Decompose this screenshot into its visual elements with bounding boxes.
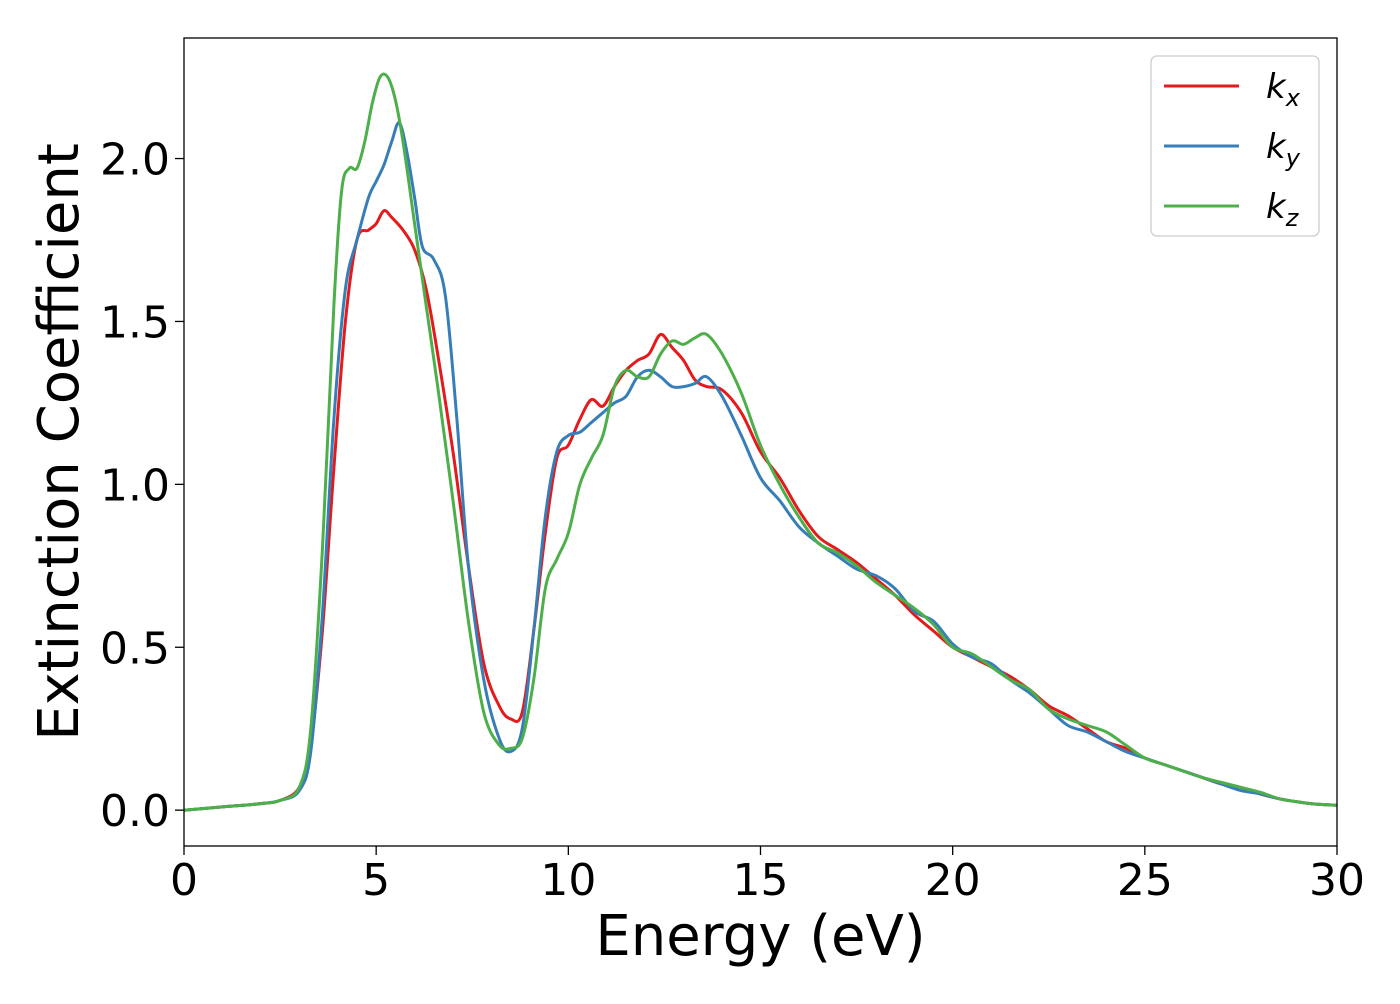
x-tick-label: 0	[170, 855, 198, 906]
x-axis: 0 5 10 15 20 25 30	[170, 846, 1365, 906]
x-tick-label: 25	[1117, 855, 1173, 906]
series-line-z	[184, 72, 1337, 812]
x-tick-label: 20	[925, 855, 981, 906]
x-axis-label: Energy (eV)	[595, 904, 925, 969]
legend-item-y: ky	[1164, 127, 1301, 172]
y-axis-label: Extinction Coefficient	[27, 143, 92, 741]
y-tick-label: 2.0	[100, 135, 170, 186]
x-tick-label: 30	[1309, 855, 1365, 906]
legend: kx ky kz	[1150, 55, 1320, 237]
y-tick-label: 0.5	[100, 623, 170, 674]
legend-item-z: kz	[1164, 187, 1300, 232]
curves-layer	[184, 72, 1337, 812]
series-line-x	[184, 209, 1337, 812]
legend-label: ky	[1266, 127, 1301, 172]
x-tick-label: 15	[733, 855, 789, 906]
x-tick-label: 10	[540, 855, 596, 906]
y-axis: 0.0 0.5 1.0 1.5 2.0	[100, 135, 184, 837]
legend-label: kz	[1266, 187, 1300, 232]
series-line-y	[184, 121, 1337, 812]
y-tick-label: 1.5	[100, 297, 170, 348]
y-tick-label: 0.0	[100, 786, 170, 837]
legend-item-x: kx	[1164, 67, 1301, 112]
legend-label: kx	[1266, 67, 1301, 112]
x-tick-label: 5	[362, 855, 390, 906]
y-tick-label: 1.0	[100, 460, 170, 511]
